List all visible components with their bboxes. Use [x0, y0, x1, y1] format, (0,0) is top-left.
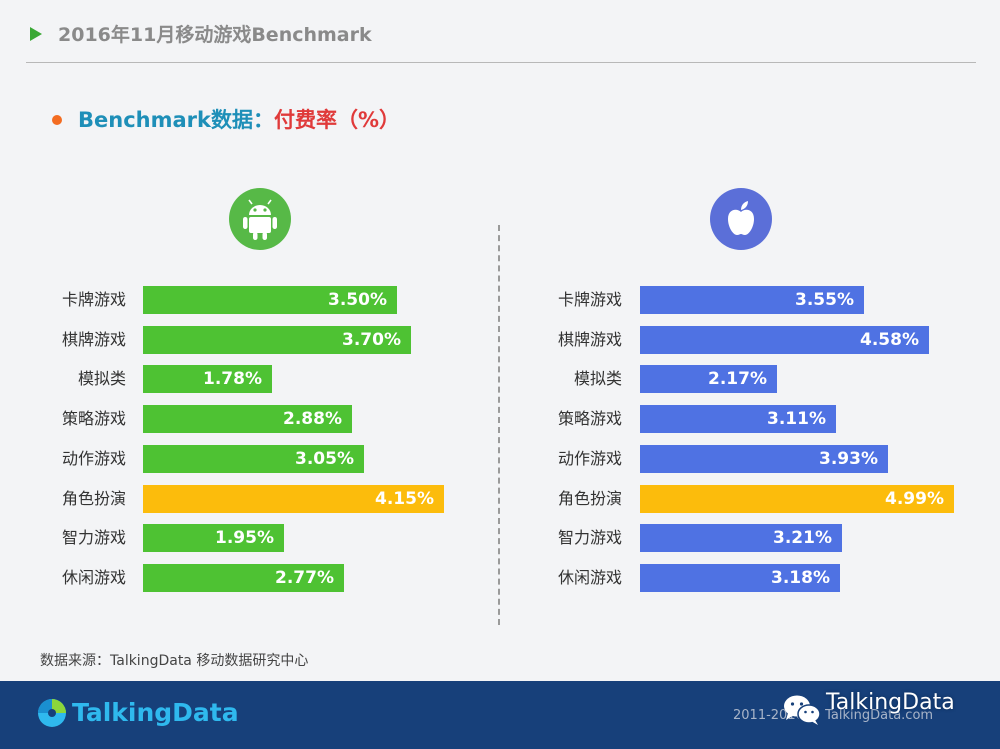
ios-value-label: 3.21%	[773, 528, 832, 548]
android-icon	[229, 188, 291, 250]
android-value-label: 1.78%	[203, 369, 262, 389]
ios-category-label: 角色扮演	[557, 489, 622, 508]
ios-bar-row: 角色扮演 4.99%	[0, 485, 1000, 513]
android-category-label: 卡牌游戏	[61, 290, 126, 309]
android-bar: 1.95%	[143, 524, 284, 552]
apple-icon	[710, 188, 772, 250]
ios-category-label: 动作游戏	[557, 449, 622, 468]
android-bar-row: 模拟类 1.78%	[0, 365, 1000, 393]
android-bar-row: 动作游戏 3.05%	[0, 445, 1000, 473]
subtitle-part2: 付费率（%）	[273, 108, 401, 132]
android-bar-row: 棋牌游戏 3.70%	[0, 326, 1000, 354]
android-category-label: 智力游戏	[61, 528, 126, 547]
footer-bar: TalkingData 2011-2016 © TalkingData.com …	[0, 681, 1000, 749]
header-divider	[26, 62, 976, 63]
ios-bar: 3.55%	[640, 286, 864, 314]
ios-category-label: 休闲游戏	[557, 568, 622, 587]
ios-value-label: 4.99%	[885, 489, 944, 509]
ios-value-label: 2.17%	[708, 369, 767, 389]
android-bar: 2.77%	[143, 564, 344, 592]
android-value-label: 3.50%	[328, 290, 387, 310]
android-bar: 4.15%	[143, 485, 444, 513]
ios-bar: 3.93%	[640, 445, 888, 473]
ios-category-label: 策略游戏	[557, 409, 622, 428]
android-category-label: 棋牌游戏	[61, 330, 126, 349]
android-bar-row: 策略游戏 2.88%	[0, 405, 1000, 433]
android-bar-row: 角色扮演 4.15%	[0, 485, 1000, 513]
ios-bar-row: 模拟类 2.17%	[0, 365, 1000, 393]
android-value-label: 1.95%	[215, 528, 274, 548]
footer-brand: TalkingData	[72, 698, 239, 727]
subtitle-text: Benchmark数据：付费率（%）	[78, 104, 400, 134]
ios-bar-row: 棋牌游戏 4.58%	[0, 326, 1000, 354]
ios-bar-row: 动作游戏 3.93%	[0, 445, 1000, 473]
ios-bar-row: 智力游戏 3.21%	[0, 524, 1000, 552]
ios-value-label: 3.93%	[819, 449, 878, 469]
ios-bar: 3.18%	[640, 564, 840, 592]
android-value-label: 3.70%	[342, 330, 401, 350]
android-value-label: 4.15%	[375, 489, 434, 509]
footer-copyright: 2011-2016 © TalkingData.com	[733, 708, 934, 723]
android-bar: 3.50%	[143, 286, 397, 314]
android-category-label: 模拟类	[77, 369, 126, 388]
android-value-label: 3.05%	[295, 449, 354, 469]
ios-bar: 4.58%	[640, 326, 929, 354]
bullet-dot-icon	[52, 115, 62, 125]
ios-bar-row: 卡牌游戏 3.55%	[0, 286, 1000, 314]
android-value-label: 2.77%	[275, 568, 334, 588]
talkingdata-logo-icon	[38, 699, 66, 727]
ios-category-label: 智力游戏	[557, 528, 622, 547]
android-bar: 2.88%	[143, 405, 352, 433]
page-title: 2016年11月移动游戏Benchmark	[58, 24, 372, 46]
subtitle-part1: Benchmark数据：	[78, 108, 274, 132]
ios-value-label: 3.11%	[767, 409, 826, 429]
ios-bar-row: 策略游戏 3.11%	[0, 405, 1000, 433]
ios-category-label: 棋牌游戏	[557, 330, 622, 349]
ios-value-label: 3.55%	[795, 290, 854, 310]
android-category-label: 休闲游戏	[61, 568, 126, 587]
platform-divider	[498, 225, 500, 625]
ios-bar: 2.17%	[640, 365, 777, 393]
ios-category-label: 卡牌游戏	[557, 290, 622, 309]
wechat-account-name: TalkingData	[826, 690, 955, 715]
android-bar: 3.70%	[143, 326, 411, 354]
ios-value-label: 3.18%	[771, 568, 830, 588]
android-bar-row: 休闲游戏 2.77%	[0, 564, 1000, 592]
android-bar-row: 卡牌游戏 3.50%	[0, 286, 1000, 314]
ios-bar: 4.99%	[640, 485, 954, 513]
android-value-label: 2.88%	[283, 409, 342, 429]
android-category-label: 动作游戏	[61, 449, 126, 468]
android-category-label: 角色扮演	[61, 489, 126, 508]
wechat-icon	[784, 695, 821, 725]
ios-bar: 3.21%	[640, 524, 842, 552]
android-bar-row: 智力游戏 1.95%	[0, 524, 1000, 552]
data-source-note: 数据来源：TalkingData 移动数据研究中心	[40, 653, 309, 669]
android-category-label: 策略游戏	[61, 409, 126, 428]
header: 2016年11月移动游戏Benchmark	[0, 0, 1000, 64]
ios-bar: 3.11%	[640, 405, 836, 433]
ios-category-label: 模拟类	[573, 369, 622, 388]
android-bar: 3.05%	[143, 445, 364, 473]
ios-bar-row: 休闲游戏 3.18%	[0, 564, 1000, 592]
android-bar: 1.78%	[143, 365, 272, 393]
ios-value-label: 4.58%	[860, 330, 919, 350]
play-arrow-icon	[30, 27, 42, 41]
